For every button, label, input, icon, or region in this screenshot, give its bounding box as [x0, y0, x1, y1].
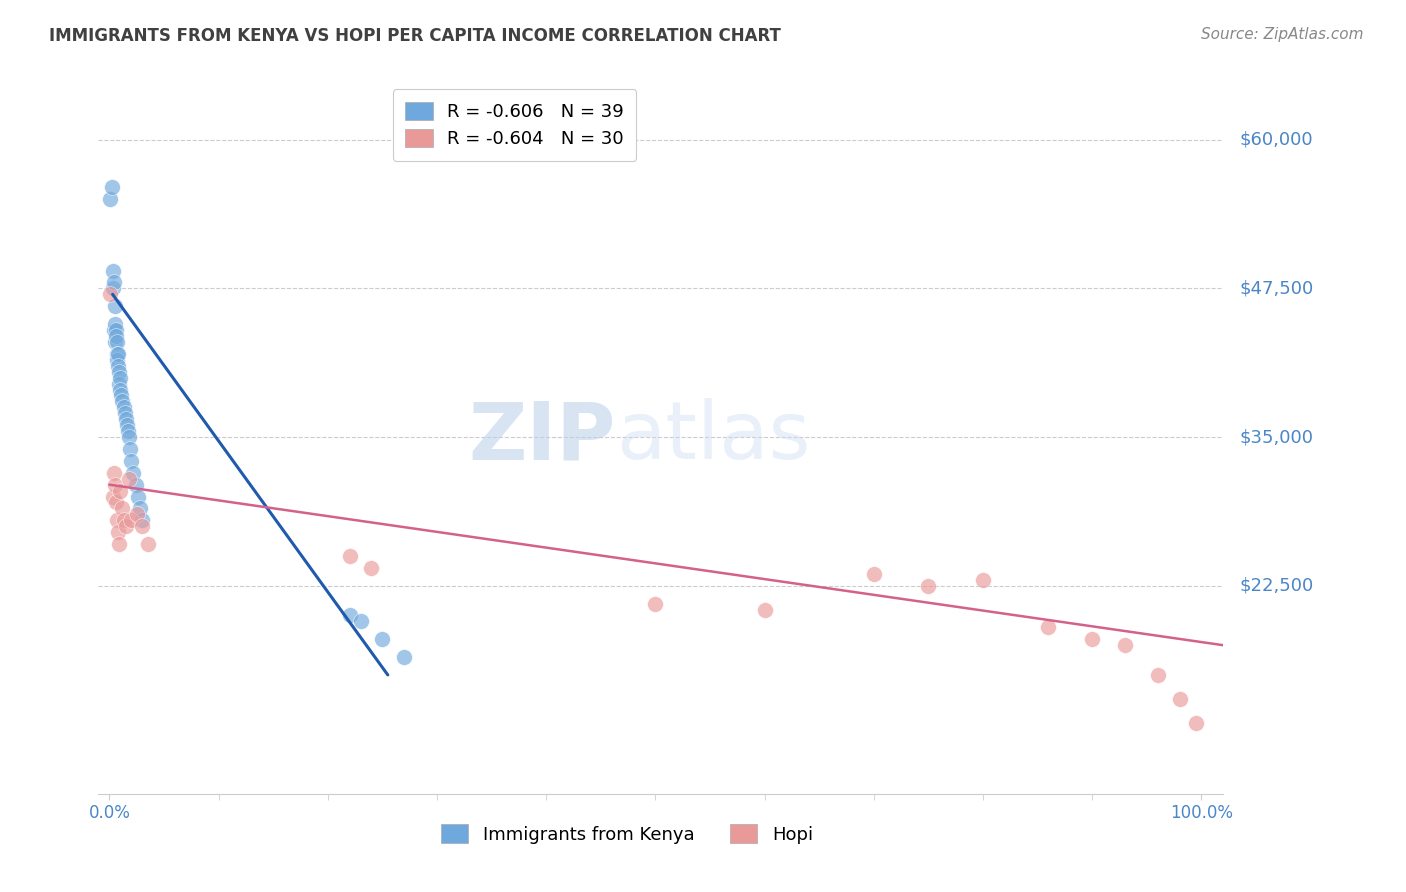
Point	[917, 579, 939, 593]
Point	[103, 323, 125, 337]
Point	[754, 602, 776, 616]
Point	[118, 430, 141, 444]
Point	[1168, 691, 1191, 706]
Point	[124, 477, 146, 491]
Point	[101, 263, 124, 277]
Point	[1185, 715, 1208, 730]
Point	[349, 615, 371, 629]
Point	[120, 454, 142, 468]
Point	[118, 472, 141, 486]
Point	[103, 466, 125, 480]
Point	[127, 490, 149, 504]
Point	[644, 597, 666, 611]
Point	[131, 513, 153, 527]
Point	[112, 513, 135, 527]
Point	[122, 466, 145, 480]
Point	[117, 424, 139, 438]
Point	[114, 412, 136, 426]
Text: ZIP: ZIP	[468, 398, 616, 476]
Point	[110, 370, 132, 384]
Point	[108, 365, 131, 379]
Point	[125, 508, 148, 522]
Point	[1038, 620, 1060, 634]
Point	[360, 561, 382, 575]
Point	[131, 519, 153, 533]
Point	[136, 537, 159, 551]
Point	[100, 287, 122, 301]
Point	[104, 495, 127, 509]
Text: $35,000: $35,000	[1240, 428, 1313, 446]
Point	[110, 483, 132, 498]
Point	[104, 329, 127, 343]
Point	[112, 401, 135, 415]
Text: atlas: atlas	[616, 398, 810, 476]
Point	[111, 394, 134, 409]
Point	[107, 525, 129, 540]
Point	[105, 334, 128, 349]
Point	[100, 180, 122, 194]
Point	[114, 519, 136, 533]
Text: $22,500: $22,500	[1240, 577, 1315, 595]
Point	[105, 347, 128, 361]
Point	[101, 281, 124, 295]
Point	[110, 383, 132, 397]
Point	[972, 573, 994, 587]
Point	[1081, 632, 1104, 647]
Point	[111, 501, 134, 516]
Point	[107, 359, 129, 373]
Text: $60,000: $60,000	[1240, 131, 1313, 149]
Point	[1114, 638, 1136, 652]
Point	[862, 566, 884, 581]
Point	[392, 650, 415, 665]
Point	[371, 632, 394, 647]
Point	[129, 501, 152, 516]
Point	[105, 352, 128, 367]
Point	[339, 549, 361, 563]
Point	[120, 442, 142, 456]
Point	[104, 334, 127, 349]
Point	[104, 477, 127, 491]
Text: $47,500: $47,500	[1240, 279, 1315, 297]
Point	[339, 608, 361, 623]
Point	[105, 513, 128, 527]
Point	[104, 317, 127, 331]
Point	[120, 513, 142, 527]
Point	[114, 406, 136, 420]
Point	[103, 276, 125, 290]
Text: IMMIGRANTS FROM KENYA VS HOPI PER CAPITA INCOME CORRELATION CHART: IMMIGRANTS FROM KENYA VS HOPI PER CAPITA…	[49, 27, 782, 45]
Point	[100, 192, 122, 206]
Legend: Immigrants from Kenya, Hopi: Immigrants from Kenya, Hopi	[429, 812, 825, 856]
Point	[108, 376, 131, 391]
Point	[115, 418, 138, 433]
Point	[104, 299, 127, 313]
Text: Source: ZipAtlas.com: Source: ZipAtlas.com	[1201, 27, 1364, 42]
Point	[107, 347, 129, 361]
Point	[101, 490, 124, 504]
Point	[108, 537, 131, 551]
Point	[110, 388, 132, 402]
Point	[1146, 668, 1168, 682]
Point	[104, 323, 127, 337]
